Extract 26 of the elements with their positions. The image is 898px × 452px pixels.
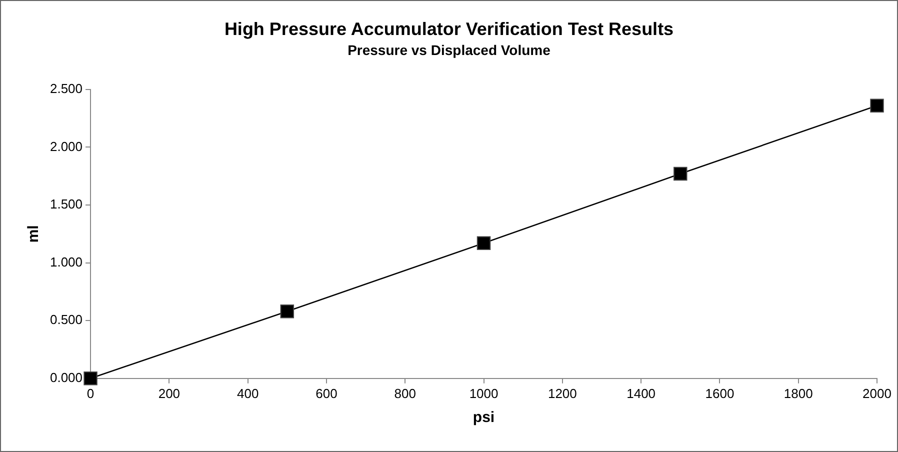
x-tick-label: 1800 xyxy=(784,386,813,401)
point xyxy=(674,166,688,181)
x-tick-label: 800 xyxy=(394,386,416,401)
x-axis-title: psi xyxy=(472,409,495,426)
x-tick-label: 1400 xyxy=(626,386,656,401)
y-tick-label: 1.500 xyxy=(50,196,83,212)
point xyxy=(870,98,884,112)
y-axis-title: ml xyxy=(25,225,42,243)
x-tick-label: 200 xyxy=(158,386,180,401)
x-tick-label: 600 xyxy=(316,386,338,401)
y-tick-label: 2.500 xyxy=(50,80,83,96)
y-tick-label: 2.000 xyxy=(50,138,83,154)
point xyxy=(476,236,491,250)
point xyxy=(84,372,98,386)
x-tick-label: 1000 xyxy=(469,386,498,401)
x-tick-label: 2000 xyxy=(862,386,892,401)
point xyxy=(280,304,294,318)
x-tick-label: 1600 xyxy=(705,386,734,401)
y-tick-label: 1.000 xyxy=(50,254,83,270)
x-tick-label: 1200 xyxy=(548,386,577,401)
x-tick-label: 400 xyxy=(236,386,259,401)
x-tick-label: 0 xyxy=(86,386,94,401)
chart-subtitle: Pressure vs Displaced Volume xyxy=(348,42,551,58)
y-tick-label: 0.500 xyxy=(50,312,83,328)
y-tick-label: 0.000 xyxy=(50,370,83,385)
chart-title: High Pressure Accumulator Verification Test Results xyxy=(224,18,674,39)
